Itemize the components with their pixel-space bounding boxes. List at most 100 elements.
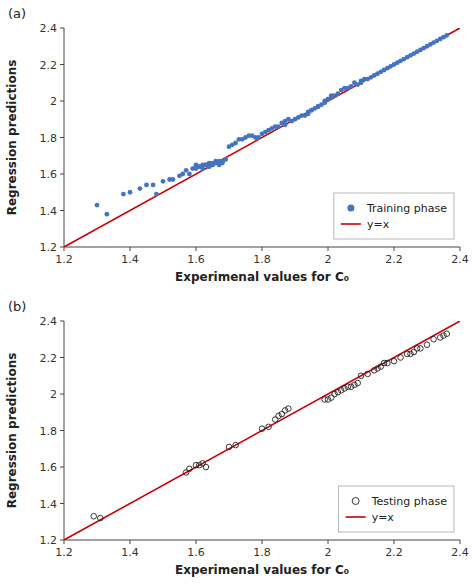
scatter-point [441, 333, 447, 339]
y-tick [60, 467, 64, 468]
scatter-point [233, 442, 239, 448]
scatter-point [203, 464, 209, 470]
x-tick-label: 1.4 [121, 253, 139, 266]
scatter-point [144, 183, 149, 188]
y-tick [60, 174, 64, 175]
scatter-point [444, 331, 450, 337]
x-tick [196, 540, 197, 544]
legend: Testing phasey=x [339, 486, 454, 532]
scatter-point [418, 346, 424, 352]
x-tick [196, 247, 197, 251]
scatter-point [151, 183, 156, 188]
scatter-point [375, 366, 381, 372]
scatter-point [197, 164, 202, 169]
scatter-point [329, 395, 335, 401]
scatter-point [391, 358, 397, 364]
scatter-point [197, 462, 203, 468]
legend-label: Training phase [366, 202, 447, 215]
x-tick [262, 247, 263, 251]
scatter-point [279, 411, 285, 417]
y-tick [60, 394, 64, 395]
y-tick-label: 2.4 [40, 22, 58, 35]
scatter-point [437, 335, 443, 341]
scatter-point [352, 382, 358, 388]
reference-line [64, 28, 460, 247]
x-tick-label: 1.6 [187, 546, 205, 559]
scatter-point [431, 336, 437, 342]
scatter-point [338, 388, 344, 394]
scatter-point [342, 386, 348, 392]
y-tick [60, 101, 64, 102]
plot-area [64, 321, 460, 540]
x-tick-label: 2.4 [451, 253, 469, 266]
scatter-point [444, 33, 449, 38]
scatter-point [183, 470, 189, 476]
legend-symbol [352, 498, 359, 505]
scatter-point [154, 192, 159, 197]
legend-label: Testing phase [371, 495, 448, 508]
x-tick [64, 247, 65, 251]
y-tick-label: 2.4 [40, 315, 58, 328]
x-tick [64, 540, 65, 544]
scatter-point [98, 515, 104, 521]
y-tick-label: 1.2 [40, 534, 58, 547]
scatter-point [223, 157, 228, 162]
panel: (a)1.21.41.61.822.22.41.21.41.61.822.22.… [5, 6, 469, 284]
panel-title: (a) [8, 6, 26, 21]
y-tick [60, 210, 64, 211]
legend-label: y=x [367, 218, 390, 231]
scatter-point [385, 360, 391, 366]
legend-symbol [347, 205, 354, 212]
panel: (b)1.21.41.61.822.22.41.21.41.61.822.22.… [5, 299, 469, 577]
x-tick-label: 1.2 [55, 546, 73, 559]
scatter-point [355, 380, 361, 386]
y-tick-label: 1.4 [40, 498, 58, 511]
y-tick [60, 137, 64, 138]
x-tick [394, 540, 395, 544]
scatter-point [408, 351, 414, 357]
scatter-point [365, 371, 371, 377]
scatter-point [348, 384, 354, 390]
scatter-point [187, 172, 192, 177]
scatter-point [266, 424, 272, 430]
scatter-point [349, 84, 354, 89]
y-tick [60, 64, 64, 65]
scatter-point [276, 124, 281, 129]
x-tick [328, 540, 329, 544]
scatter-point [335, 389, 341, 395]
scatter-point [226, 444, 232, 450]
scatter-point [220, 161, 225, 166]
x-tick-label: 1.4 [121, 546, 139, 559]
x-axis-label: Experimenal values for C₀ [175, 270, 349, 284]
x-tick [130, 540, 131, 544]
scatter-point [378, 364, 384, 370]
plot-area [64, 28, 460, 247]
y-tick-label: 2.2 [40, 352, 58, 365]
scatter-point [286, 406, 292, 412]
x-tick [460, 247, 461, 251]
scatter-point [200, 461, 206, 467]
scatter-point [161, 179, 166, 184]
x-tick [460, 540, 461, 544]
scatter-point [233, 141, 238, 146]
x-tick-label: 2.2 [385, 546, 403, 559]
y-tick [60, 247, 64, 248]
y-tick [60, 540, 64, 541]
scatter-point [210, 162, 215, 167]
scatter-point [325, 397, 331, 403]
legend-symbol [346, 516, 366, 518]
scatter-point [358, 373, 364, 379]
panel-title: (b) [8, 299, 26, 314]
legend-frame [334, 193, 454, 239]
y-tick [60, 503, 64, 504]
y-tick-label: 1.6 [40, 168, 58, 181]
y-tick [60, 357, 64, 358]
y-tick-label: 1.4 [40, 205, 58, 218]
y-tick-label: 2.2 [40, 59, 58, 72]
y-tick [60, 321, 64, 322]
y-tick-label: 1.8 [40, 132, 58, 145]
scatter-point [128, 190, 133, 195]
y-axis-label: Regression predictions [5, 60, 19, 216]
x-tick-label: 1.8 [253, 253, 271, 266]
x-tick-label: 2 [325, 546, 332, 559]
